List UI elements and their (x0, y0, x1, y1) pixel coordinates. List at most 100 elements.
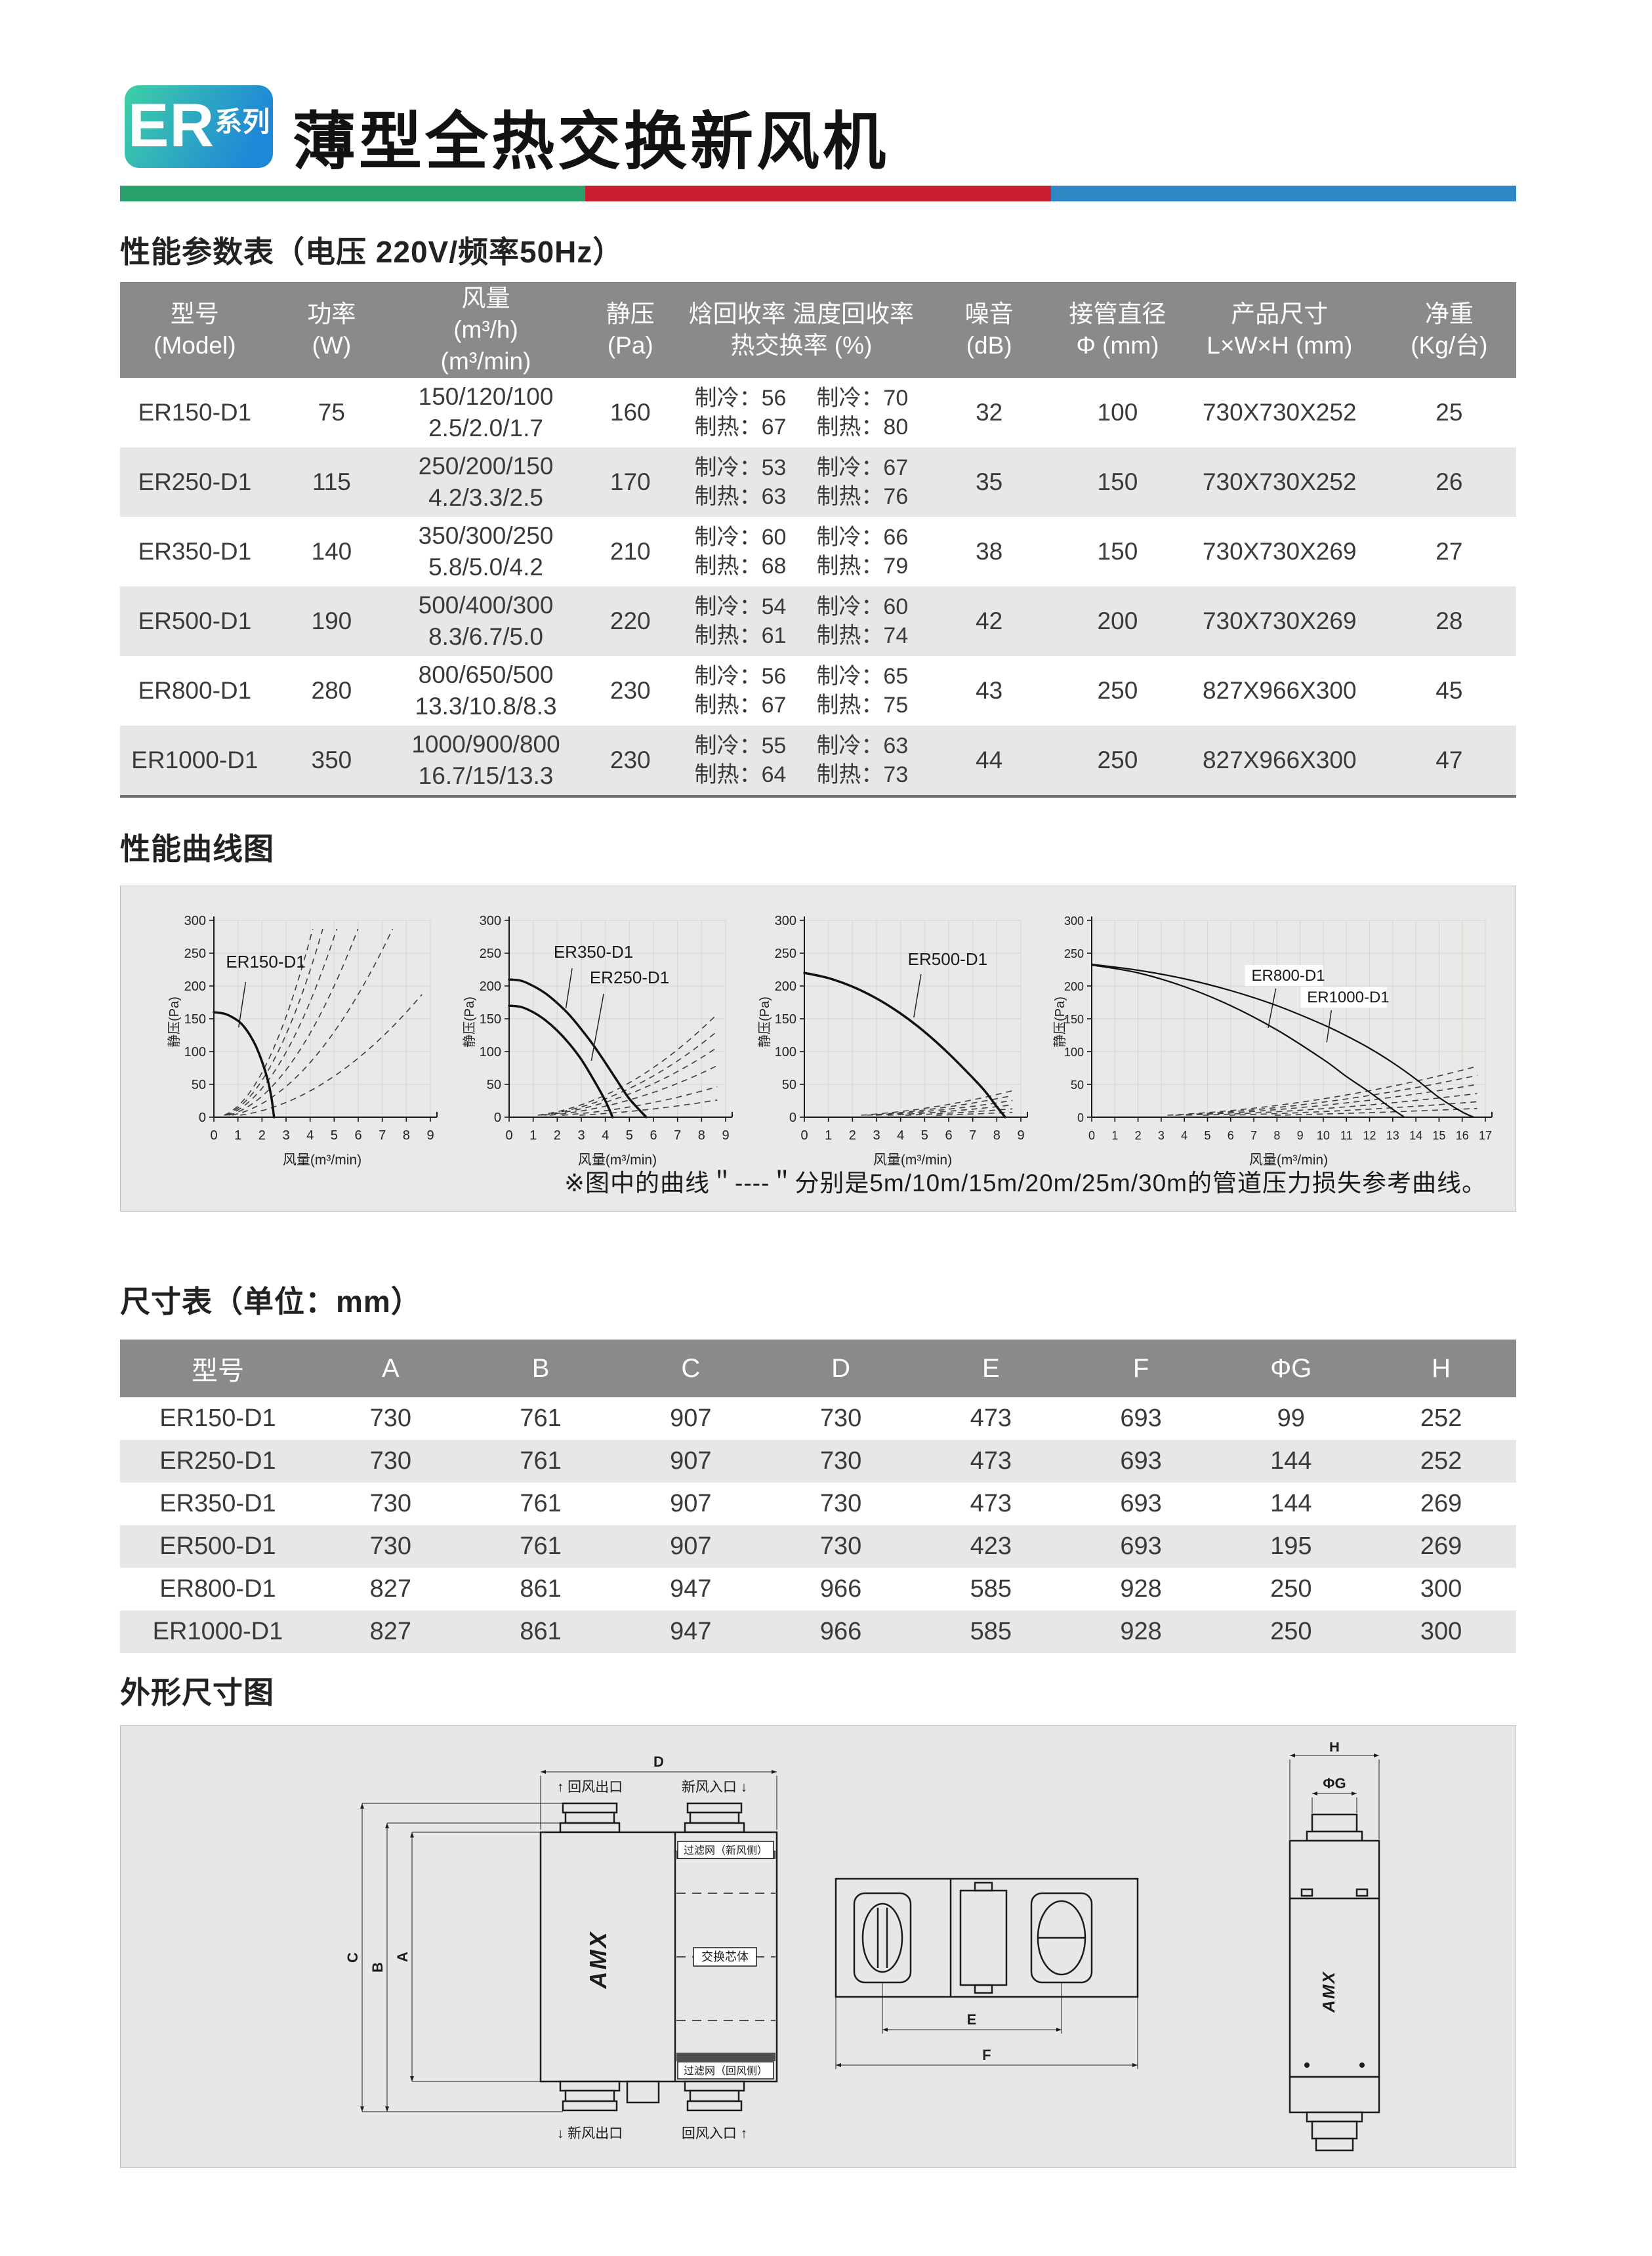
cell-product-size: 730X730X269 (1202, 607, 1357, 635)
param-row: ER250-D1 115 250/200/150 4.2/3.3/2.5 170 制冷：5… (120, 447, 1516, 518)
cell-model: ER800-D1 (159, 1575, 276, 1603)
cell-model: ER500-D1 (159, 1532, 276, 1560)
cell-dim: 730 (819, 1532, 862, 1560)
dim-header-row: 型号 A B C D E F ΦG H (120, 1340, 1516, 1397)
svg-text:9: 9 (1017, 1128, 1024, 1143)
svg-text:2: 2 (1135, 1129, 1142, 1142)
param-col-header: 焓回收率 温度回收率 热交换率 (%) (682, 282, 920, 379)
cell-static-pressure: 220 (609, 607, 651, 635)
svg-text:8: 8 (1273, 1129, 1280, 1142)
cell-dim: 269 (1420, 1532, 1462, 1560)
cell-model: ER800-D1 (138, 677, 252, 705)
cell-dim: 585 (970, 1618, 1012, 1645)
param-row: ER1000-D1 350 1000/900/800 16.7/15/13.3 230 制… (120, 726, 1516, 798)
dim-label-c: C (344, 1952, 361, 1963)
cell-dim: 693 (1120, 1405, 1162, 1432)
cell-power: 75 (318, 399, 345, 426)
param-row: ER150-D1 75 150/120/100 2.5/2.0/1.7 160 制冷：56… (120, 378, 1516, 447)
cell-dim: 730 (819, 1405, 862, 1432)
y-axis-label: 静压(Pa) (167, 996, 182, 1048)
curve-label-ER1000-D1: ER1000-D1 (1307, 989, 1389, 1006)
cell-dim: 861 (520, 1618, 562, 1645)
svg-text:2: 2 (258, 1128, 266, 1143)
cell-net-weight: 27 (1435, 538, 1463, 565)
svg-text:0: 0 (1088, 1129, 1095, 1142)
cell-dim: 761 (520, 1447, 562, 1475)
cell-recovery: 制冷：60 制冷：66 制热：68 制热：79 (694, 525, 909, 579)
dim-row: ER1000-D1 827 861 947 966 585 928 250 300 (120, 1610, 1516, 1653)
dim-col-header: H (1366, 1340, 1516, 1397)
cell-noise: 35 (976, 468, 1003, 496)
cell-dim: 947 (670, 1618, 712, 1645)
dim-label-d: D (653, 1754, 664, 1770)
svg-text:4: 4 (1181, 1129, 1187, 1142)
dim-row: ER250-D1 730 761 907 730 473 693 144 252 (120, 1440, 1516, 1483)
cell-net-weight: 45 (1435, 677, 1463, 705)
fan-curve-ER1000-D1 (1090, 963, 1475, 1118)
cell-dim: 730 (819, 1447, 862, 1475)
x-axis-label: 风量(m³/min) (873, 1153, 952, 1168)
param-section-title: 性能参数表（电压 220V/频率50Hz） (120, 235, 624, 269)
svg-text:8: 8 (698, 1128, 705, 1143)
chart-axes (213, 916, 438, 1118)
outline-drawing-end-view: E F (835, 1877, 1139, 2069)
cell-airflow: 500/400/300 8.3/6.7/5.0 (418, 592, 554, 651)
chart-grid (509, 920, 726, 1117)
performance-curves-panel: 0 50 100 150 200 250 300 0 1 2 3 4 5 6 7 8 9 静压(Pa) 风量(m³/… (120, 886, 1516, 1212)
chart-grid (1092, 920, 1486, 1117)
svg-text:100: 100 (775, 1045, 796, 1059)
chart-tick-labels: 0 50 100 150 200 250 300 0 1 2 3 4 5 6 7 8 9 (184, 914, 434, 1143)
outline-drawing-top-view: D C B A (344, 1754, 778, 2141)
dim-col-header: ΦG (1216, 1340, 1367, 1397)
brand-logo: AMX (1319, 1971, 1338, 2013)
fan-curve-ER250-D1 (508, 1004, 614, 1118)
chart-axes (508, 916, 733, 1118)
svg-text:1: 1 (825, 1128, 832, 1143)
svg-text:3: 3 (577, 1128, 585, 1143)
cell-dim: 730 (369, 1490, 411, 1517)
performance-chart-er150: 0 50 100 150 200 250 300 0 1 2 3 4 5 6 7 8 9 静压(Pa) 风量(m³/… (167, 911, 449, 1174)
cell-recovery: 制冷：53 制冷：67 制热：63 制热：76 (694, 455, 909, 510)
performance-chart-er800-er1000: 0 50 100 150 200 250 300 0 1 2 3 4 5 6 7 8 9 10 11 12 13 14 15… (1052, 911, 1505, 1174)
port-label-fresh-in: 新风入口 ↓ (682, 1780, 747, 1795)
cell-power: 140 (311, 538, 352, 565)
dim-col-header: D (766, 1340, 916, 1397)
svg-text:300: 300 (1064, 914, 1084, 928)
chart-tick-labels: 0 50 100 150 200 250 300 0 1 2 3 4 5 6 7 8 9 (775, 914, 1025, 1143)
curve-label-ER150-D1: ER150-D1 (226, 952, 305, 972)
svg-text:3: 3 (873, 1128, 880, 1143)
svg-text:2: 2 (849, 1128, 856, 1143)
curves-note: ※图中的曲线＂----＂分别是5m/10m/15m/20m/25m/30m的管道… (564, 1170, 1487, 1197)
cell-dim: 693 (1120, 1532, 1162, 1560)
param-row: ER500-D1 190 500/400/300 8.3/6.7/5.0 220 制冷：5… (120, 586, 1516, 657)
tricolor-divider (120, 186, 1516, 201)
chart-tick-labels: 0 50 100 150 200 250 300 0 1 2 3 4 5 6 7 8 9 (480, 914, 730, 1143)
cell-dim: 300 (1420, 1618, 1462, 1645)
svg-text:0: 0 (199, 1111, 206, 1125)
fan-curve-ER150-D1 (213, 1011, 276, 1118)
cell-recovery: 制冷：56 制冷：70 制热：67 制热：80 (694, 386, 909, 440)
divider-green-segment (120, 186, 586, 201)
svg-text:150: 150 (480, 1012, 501, 1027)
cell-dim: 907 (670, 1532, 712, 1560)
cell-dim: 252 (1420, 1447, 1462, 1475)
cell-model: ER250-D1 (138, 468, 252, 496)
cell-product-size: 730X730X252 (1202, 468, 1357, 496)
cell-dim: 907 (670, 1447, 712, 1475)
brand-logo: AMX (585, 1931, 611, 1990)
svg-text:1: 1 (529, 1128, 537, 1143)
cell-dim: 928 (1120, 1575, 1162, 1603)
cell-power: 280 (311, 677, 352, 705)
cell-dim: 827 (369, 1618, 411, 1645)
svg-text:6: 6 (1228, 1129, 1234, 1142)
cell-duct-diameter: 150 (1097, 538, 1138, 565)
dim-label-h: H (1329, 1742, 1340, 1755)
cell-airflow: 350/300/250 5.8/5.0/4.2 (418, 522, 554, 581)
x-axis-label: 风量(m³/min) (578, 1153, 657, 1168)
svg-text:16: 16 (1456, 1129, 1469, 1142)
cell-dim: 730 (819, 1490, 862, 1517)
screw-dot (1304, 2062, 1310, 2068)
outline-drawing-panel: D C B A (120, 1725, 1516, 2168)
